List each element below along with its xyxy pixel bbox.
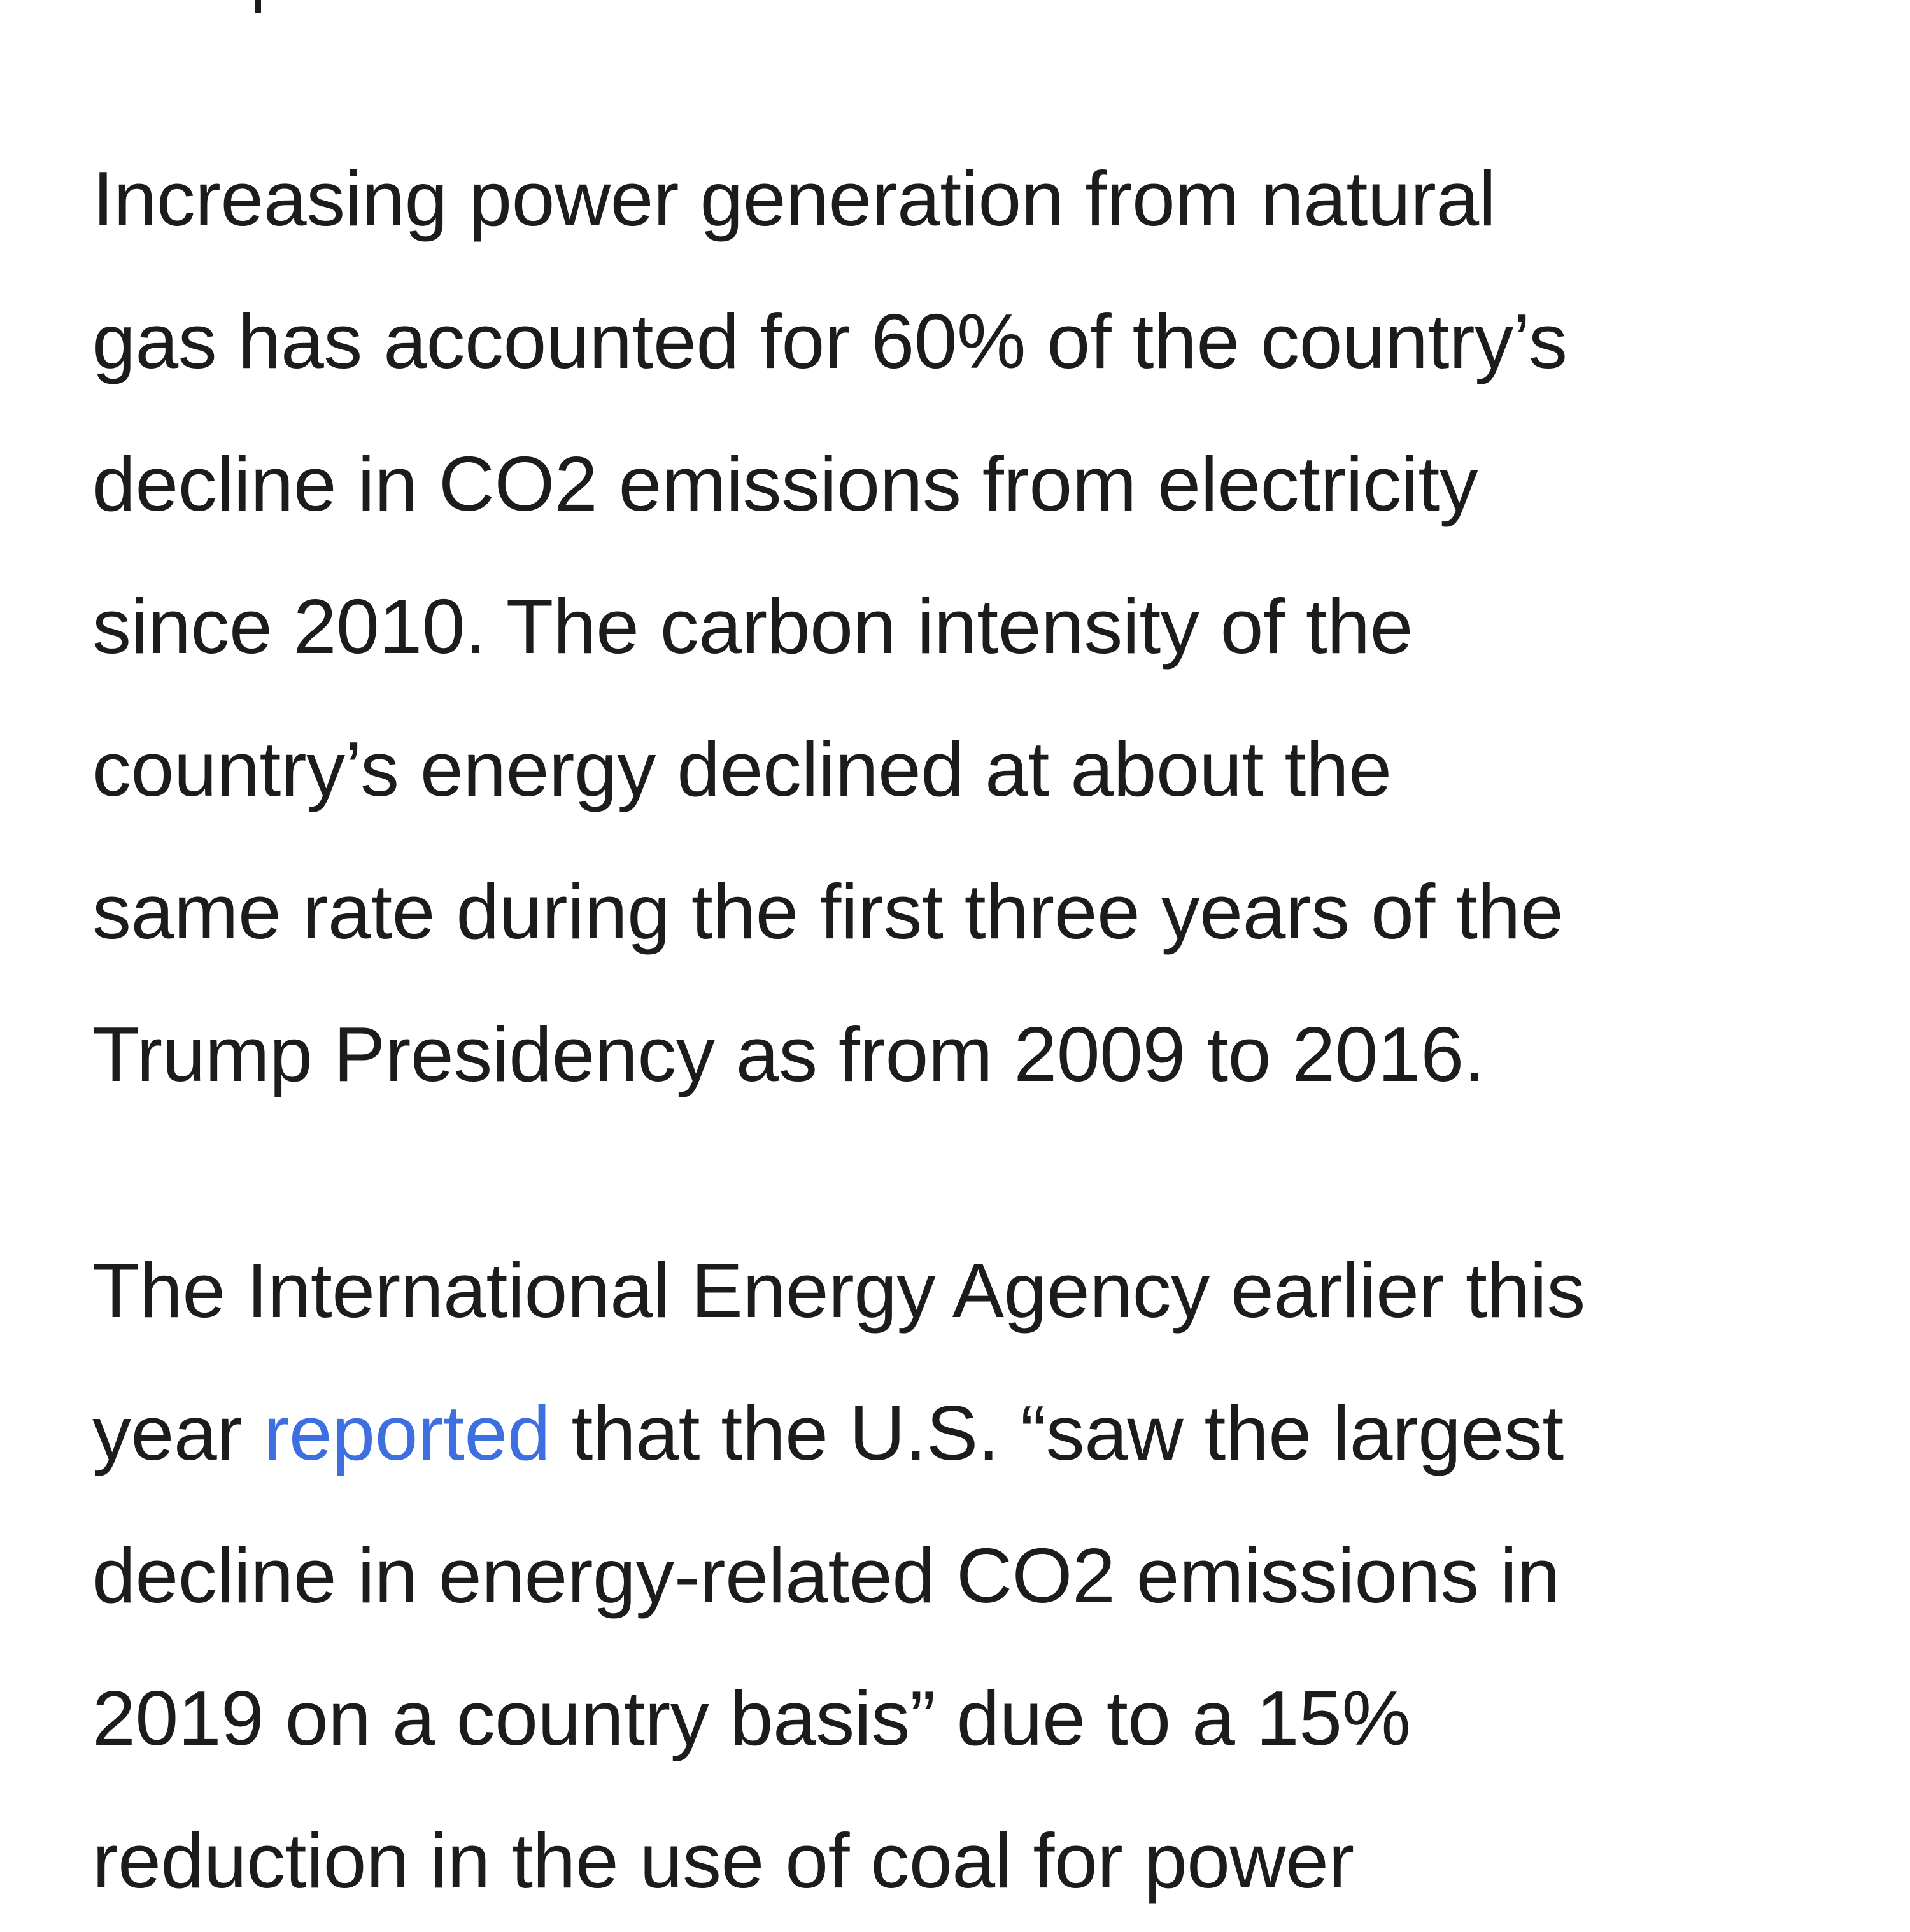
paragraph-line: The International Energy Agency earlier … [92, 1247, 1585, 1334]
paragraph-line: since 2010. The carbon intensity of the [92, 583, 1413, 670]
paragraph-line: same rate during the first three years o… [92, 868, 1564, 955]
paragraph-line: Trump Presidency as from 2009 to 2016. [92, 1011, 1485, 1097]
paragraph-line: gas has accounted for 60% of the country… [92, 298, 1567, 384]
paragraph-natural-gas: Increasing power generation from natural… [92, 127, 1850, 1125]
paragraph-line: decline in energy-related CO2 emissions … [92, 1532, 1560, 1619]
paragraph-line-with-link: year reported that the U.S. “saw the lar… [92, 1362, 1850, 1504]
text-segment: year [92, 1390, 264, 1476]
reported-link[interactable]: reported [263, 1390, 551, 1476]
text-segment: that the U.S. “saw the largest [550, 1390, 1564, 1476]
paragraph-line: country’s energy declined at about the [92, 726, 1392, 812]
paragraph-line: reduction in the use of coal for power [92, 1817, 1354, 1904]
paragraph-line: Increasing power generation from natural [92, 155, 1496, 242]
paragraph-iea: The International Energy Agency earlier … [92, 1219, 1850, 1932]
previous-text-fragment [255, 0, 261, 13]
paragraph-line: decline in CO2 emissions from electricit… [92, 441, 1478, 527]
paragraph-line: 2019 on a country basis” due to a 15% [92, 1675, 1411, 1761]
